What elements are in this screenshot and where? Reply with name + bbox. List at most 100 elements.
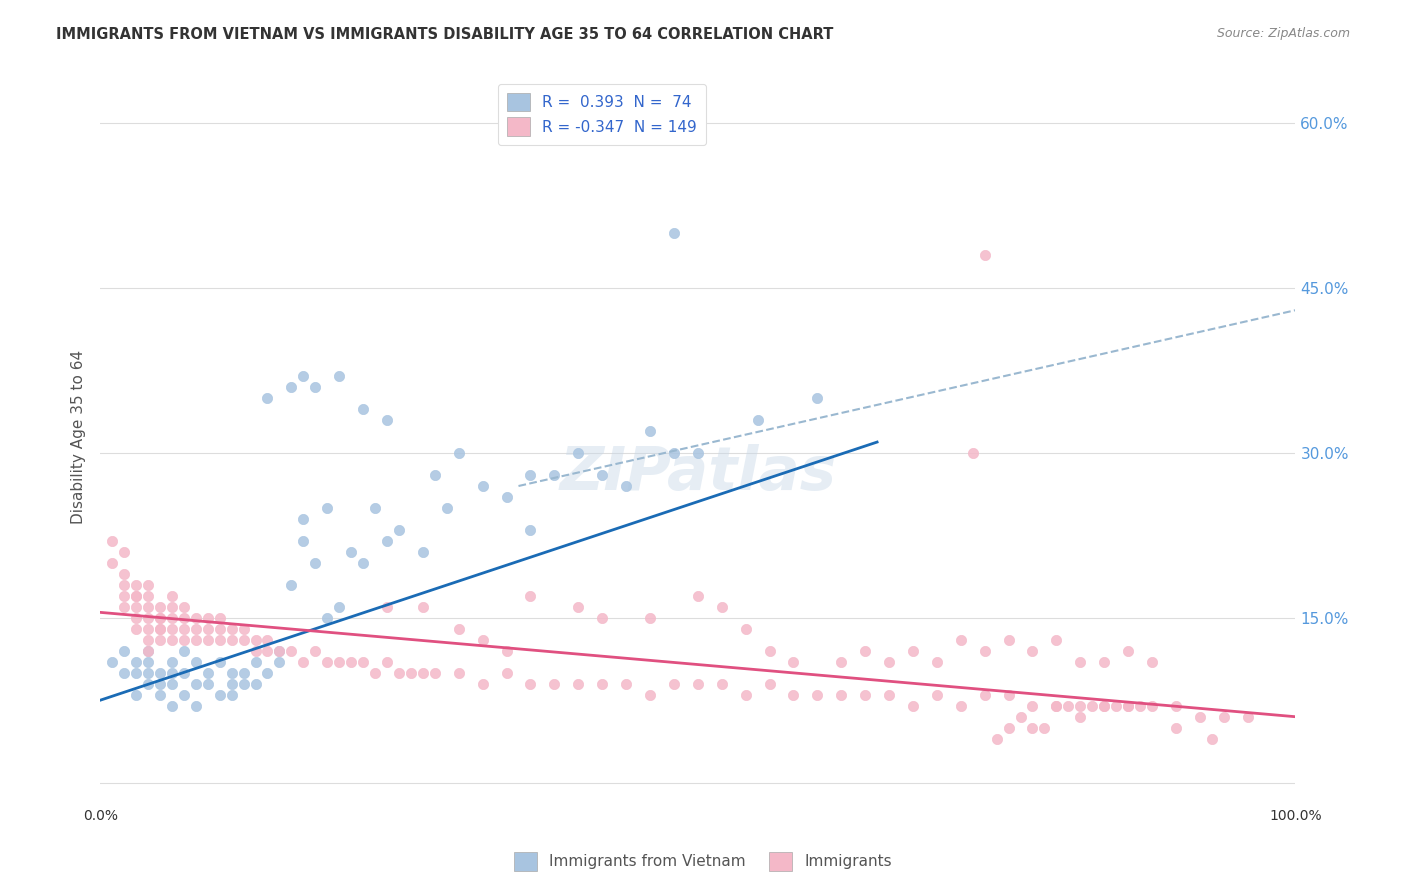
Point — [1116, 644, 1139, 658]
Point — [423, 665, 446, 680]
Point — [125, 599, 148, 614]
Point — [747, 413, 769, 427]
Point — [149, 665, 172, 680]
Text: Source: ZipAtlas.com: Source: ZipAtlas.com — [1216, 27, 1350, 40]
Point — [245, 632, 267, 647]
Point — [1092, 698, 1115, 713]
Point — [221, 677, 243, 691]
Point — [412, 545, 434, 559]
Point — [471, 677, 494, 691]
Point — [495, 490, 517, 504]
Point — [686, 677, 709, 691]
Point — [1140, 698, 1163, 713]
Point — [269, 655, 291, 669]
Point — [638, 611, 661, 625]
Point — [136, 578, 159, 592]
Point — [352, 556, 374, 570]
Point — [269, 644, 291, 658]
Point — [495, 644, 517, 658]
Point — [125, 589, 148, 603]
Point — [173, 599, 195, 614]
Legend: R =  0.393  N =  74, R = -0.347  N = 149: R = 0.393 N = 74, R = -0.347 N = 149 — [498, 84, 706, 145]
Point — [997, 721, 1019, 735]
Point — [245, 677, 267, 691]
Point — [734, 688, 756, 702]
Point — [412, 665, 434, 680]
Point — [662, 227, 685, 241]
Point — [221, 632, 243, 647]
Point — [1201, 731, 1223, 746]
Point — [316, 500, 339, 515]
Point — [962, 446, 984, 460]
Point — [901, 644, 924, 658]
Legend: Immigrants from Vietnam, Immigrants: Immigrants from Vietnam, Immigrants — [505, 843, 901, 880]
Point — [125, 578, 148, 592]
Point — [221, 688, 243, 702]
Point — [662, 677, 685, 691]
Point — [232, 665, 254, 680]
Point — [125, 611, 148, 625]
Point — [638, 688, 661, 702]
Point — [304, 644, 326, 658]
Point — [208, 632, 231, 647]
Point — [160, 665, 183, 680]
Point — [245, 655, 267, 669]
Point — [1236, 710, 1258, 724]
Point — [997, 688, 1019, 702]
Point — [471, 479, 494, 493]
Point — [160, 589, 183, 603]
Point — [256, 665, 278, 680]
Point — [1045, 698, 1067, 713]
Point — [1164, 698, 1187, 713]
Point — [292, 655, 315, 669]
Point — [149, 611, 172, 625]
Point — [567, 677, 589, 691]
Point — [136, 589, 159, 603]
Point — [221, 622, 243, 636]
Point — [292, 369, 315, 384]
Point — [1069, 710, 1091, 724]
Point — [136, 644, 159, 658]
Text: IMMIGRANTS FROM VIETNAM VS IMMIGRANTS DISABILITY AGE 35 TO 64 CORRELATION CHART: IMMIGRANTS FROM VIETNAM VS IMMIGRANTS DI… — [56, 27, 834, 42]
Point — [136, 677, 159, 691]
Point — [1069, 698, 1091, 713]
Point — [1033, 721, 1056, 735]
Point — [136, 644, 159, 658]
Point — [208, 655, 231, 669]
Point — [925, 688, 948, 702]
Point — [949, 632, 972, 647]
Point — [208, 611, 231, 625]
Point — [256, 644, 278, 658]
Point — [160, 698, 183, 713]
Point — [399, 665, 422, 680]
Point — [364, 665, 387, 680]
Point — [519, 468, 541, 483]
Point — [316, 655, 339, 669]
Point — [245, 644, 267, 658]
Point — [101, 533, 124, 548]
Point — [591, 611, 613, 625]
Point — [184, 622, 207, 636]
Point — [1188, 710, 1211, 724]
Point — [149, 688, 172, 702]
Point — [280, 578, 302, 592]
Point — [388, 665, 411, 680]
Point — [614, 479, 637, 493]
Point — [1069, 655, 1091, 669]
Point — [495, 665, 517, 680]
Point — [1105, 698, 1128, 713]
Point — [256, 632, 278, 647]
Point — [986, 731, 1008, 746]
Point — [160, 599, 183, 614]
Point — [853, 688, 876, 702]
Point — [973, 248, 995, 262]
Point — [1116, 698, 1139, 713]
Point — [280, 380, 302, 394]
Point — [806, 391, 828, 405]
Point — [638, 424, 661, 438]
Point — [471, 632, 494, 647]
Point — [112, 599, 135, 614]
Point — [388, 523, 411, 537]
Point — [877, 688, 900, 702]
Point — [1021, 644, 1043, 658]
